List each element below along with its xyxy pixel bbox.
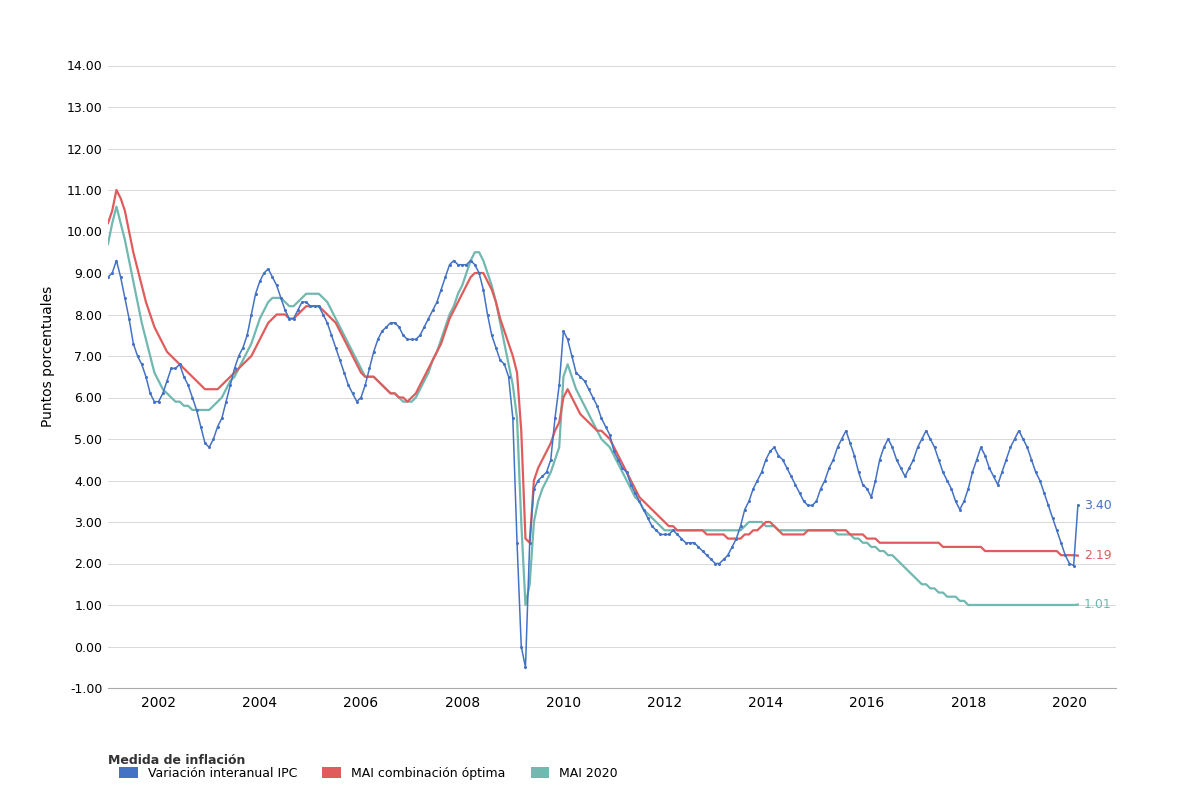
Y-axis label: Puntos porcentuales: Puntos porcentuales [42, 286, 55, 426]
Legend: Variación interanual IPC, MAI combinación óptima, MAI 2020: Variación interanual IPC, MAI combinació… [114, 762, 623, 785]
Text: 2.19: 2.19 [1084, 549, 1111, 562]
Text: Medida de inflación: Medida de inflación [108, 754, 245, 767]
Text: 3.40: 3.40 [1084, 499, 1111, 512]
Text: 1.01: 1.01 [1084, 598, 1111, 611]
